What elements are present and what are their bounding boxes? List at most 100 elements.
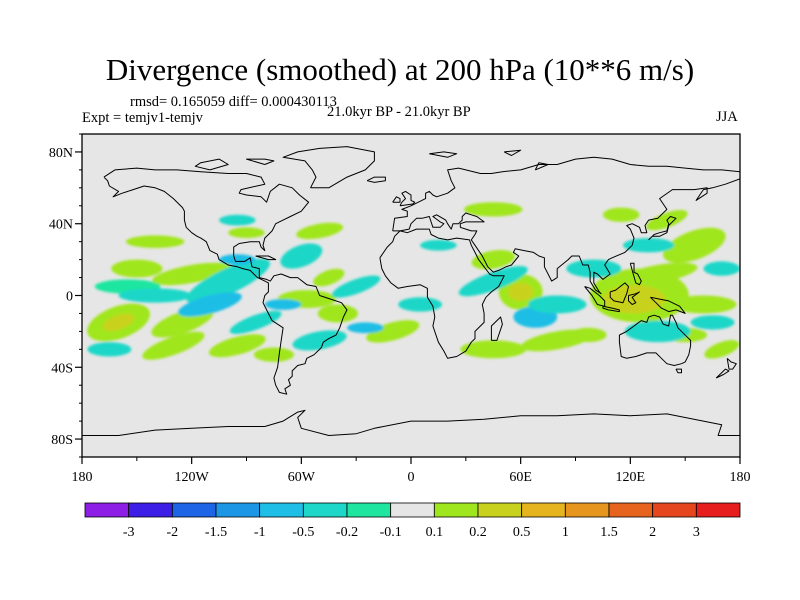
coastline xyxy=(629,262,642,286)
coastline xyxy=(103,167,348,395)
field-region xyxy=(102,313,135,332)
colorbar-swatch xyxy=(652,502,697,518)
latitude-axis: 80N 40N 0 40S 80S xyxy=(49,133,82,458)
field-region xyxy=(347,322,384,334)
colorbar-label: 0.5 xyxy=(513,525,531,540)
lon-tick-label: 120E xyxy=(616,470,646,485)
coastline xyxy=(366,176,386,183)
coastline xyxy=(609,282,629,304)
coastline xyxy=(675,368,682,374)
lon-tick-label: 0 xyxy=(408,470,415,485)
colorbar-label: -3 xyxy=(123,525,135,540)
field-region xyxy=(229,310,282,334)
coastline xyxy=(628,291,640,305)
coastline xyxy=(503,149,522,156)
colorbar-label: 2 xyxy=(649,525,656,540)
field-region xyxy=(690,315,735,330)
coastline xyxy=(618,314,692,366)
coastline xyxy=(648,216,677,241)
field-region xyxy=(228,227,265,239)
colorbar-label: 0.2 xyxy=(469,525,487,540)
lon-tick-label: 60W xyxy=(288,470,316,485)
field-region xyxy=(704,340,740,359)
colorbar-label: 0.1 xyxy=(426,525,444,540)
lon-tick-label: 60E xyxy=(509,470,532,485)
field-region xyxy=(142,331,205,360)
colorbar-swatch xyxy=(521,502,566,518)
lat-tick-label: 80N xyxy=(49,146,73,161)
field-region xyxy=(118,288,192,303)
field-region xyxy=(527,295,587,314)
coastline xyxy=(429,151,458,158)
field-region xyxy=(152,262,232,286)
colorbar: -3 -2 -1.5 -1 -0.5 -0.2 -0.1 0.1 0.2 0.5 1 1.5 2 3 xyxy=(84,502,741,540)
field-region xyxy=(570,327,607,343)
colorbar-swatch xyxy=(608,502,654,518)
colorbar-label: -1.5 xyxy=(205,525,227,540)
field-region xyxy=(670,295,737,314)
experiment-line: Expt = temjv1-temjv xyxy=(82,110,203,126)
field-region xyxy=(125,235,185,248)
coastline xyxy=(490,316,503,341)
colorbar-swatch xyxy=(84,502,130,518)
field-region xyxy=(618,262,698,286)
period-line: 21.0kyr BP - 21.0kyr BP xyxy=(327,104,471,120)
field-region xyxy=(398,297,443,312)
field-region xyxy=(317,304,358,323)
field-region xyxy=(313,268,345,287)
field-region xyxy=(366,320,420,343)
coastline xyxy=(392,196,401,203)
map-title: Divergence (smoothed) at 200 hPa (10**6 … xyxy=(105,52,695,87)
lat-tick-label: 40S xyxy=(51,361,73,376)
field-region xyxy=(280,243,323,269)
colorbar-swatch xyxy=(128,502,173,518)
colorbar-swatch xyxy=(477,502,523,518)
colorbar-label: -1 xyxy=(254,525,266,540)
field-region xyxy=(464,202,523,217)
coastline xyxy=(584,286,606,307)
lon-tick-label: 180 xyxy=(730,470,751,485)
field-region xyxy=(623,238,675,253)
field-region xyxy=(219,254,256,265)
colorbar-swatch xyxy=(433,502,479,518)
field-region xyxy=(420,239,457,251)
colorbar-label: -2 xyxy=(166,525,178,540)
lat-tick-label: 40N xyxy=(49,218,73,233)
colorbar-swatch xyxy=(302,502,348,518)
colorbar-swatch xyxy=(564,502,610,518)
colorbar-swatch xyxy=(390,502,435,518)
field-region xyxy=(219,214,256,226)
field-region xyxy=(178,292,242,317)
coastline xyxy=(255,255,277,261)
coastline xyxy=(379,228,505,359)
field-region xyxy=(507,282,534,301)
season-label: JJA xyxy=(716,109,738,125)
field-region xyxy=(264,299,302,310)
lat-tick-label: 80S xyxy=(51,433,73,448)
field-region xyxy=(458,266,528,297)
field-region xyxy=(602,207,640,222)
colorbar-label: -0.2 xyxy=(336,525,358,540)
field-region xyxy=(460,340,527,359)
coastline xyxy=(534,162,549,171)
colorbar-swatch xyxy=(695,502,741,518)
coastline xyxy=(82,409,740,436)
field-region xyxy=(703,261,740,276)
field-region xyxy=(87,342,132,357)
coastline xyxy=(650,296,686,314)
coastline xyxy=(194,158,229,171)
lon-tick-label: 120W xyxy=(175,470,210,485)
coastline xyxy=(392,156,740,295)
stats-line: rmsd= 0.165059 diff= 0.000430113 xyxy=(130,94,337,110)
colorbar-label: 1.5 xyxy=(600,525,618,540)
field-region xyxy=(292,330,347,351)
lon-tick-label: 180 xyxy=(72,470,93,485)
colorbar-label: 3 xyxy=(693,525,700,540)
coastline xyxy=(282,146,375,189)
field-region xyxy=(663,227,726,263)
field-region xyxy=(624,320,691,343)
field-region xyxy=(566,259,622,278)
colorbar-swatch xyxy=(215,502,261,518)
field-region xyxy=(296,222,344,240)
